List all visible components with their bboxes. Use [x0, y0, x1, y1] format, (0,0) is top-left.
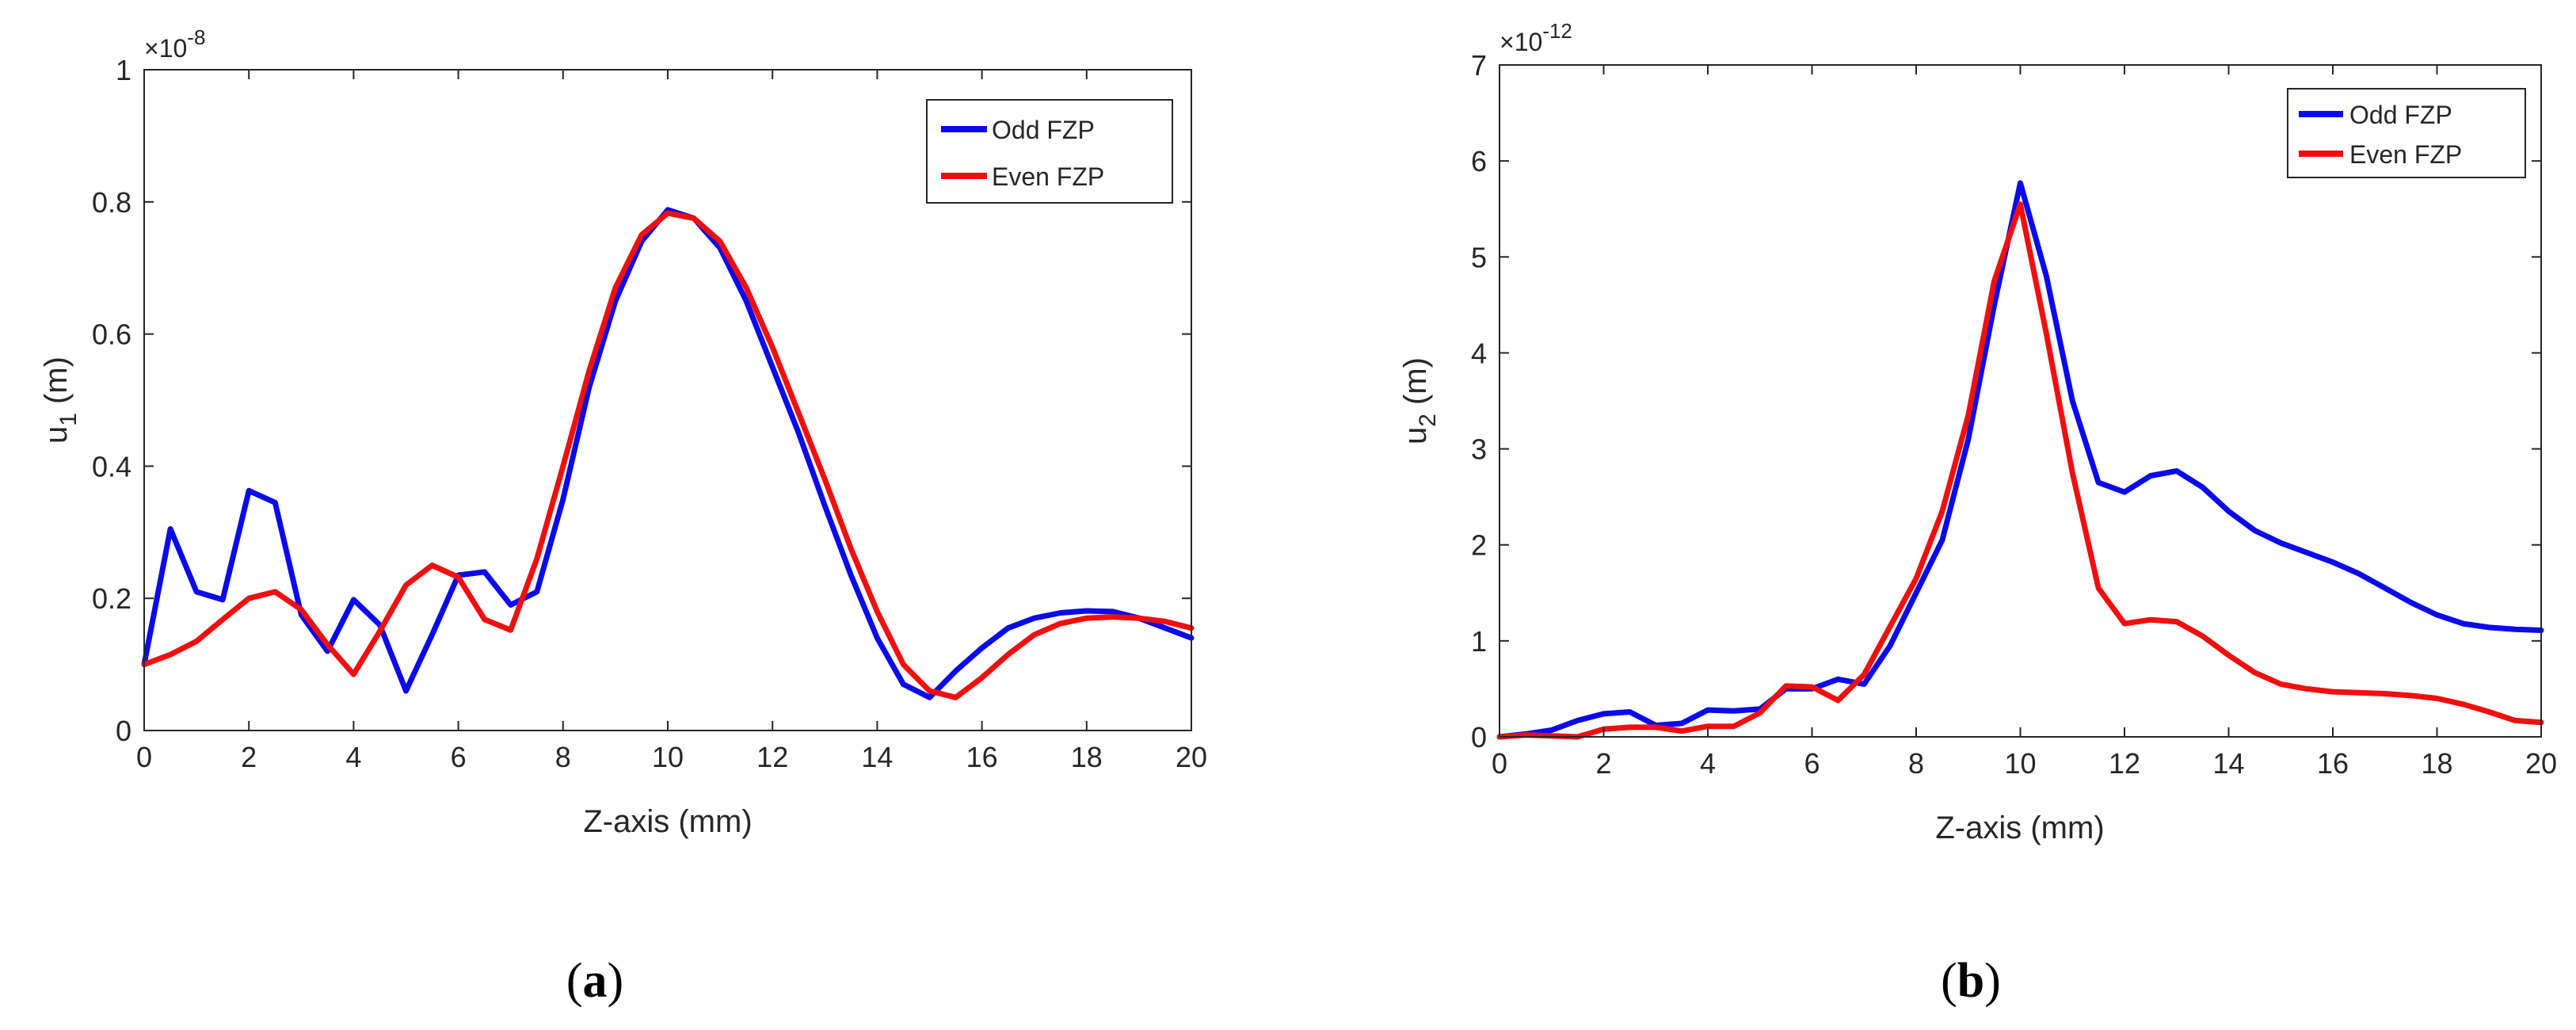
legend-label-odd: Odd FZP — [2349, 101, 2452, 129]
y-tick-label: 1 — [1471, 625, 1487, 658]
x-tick-label: 4 — [1700, 747, 1716, 780]
x-tick-label: 10 — [2004, 747, 2036, 780]
series-line-odd-fzp — [1496, 180, 2544, 740]
x-tick-label: 18 — [2421, 747, 2452, 780]
panel-label-b: (b) — [1941, 954, 2001, 1008]
x-tick-label: 20 — [1176, 741, 1207, 773]
y-tick-label: 0.4 — [92, 450, 131, 483]
x-ticks: 0 2 4 6 8 10 12 14 16 18 20 — [1492, 65, 2557, 780]
y-tick-label: 0 — [1471, 721, 1487, 753]
x-tick-label: 12 — [2109, 747, 2140, 780]
legend: Odd FZP Even FZP — [926, 99, 1173, 204]
x-axis-label: Z-axis (mm) — [583, 804, 752, 839]
x-tick-label: 8 — [1908, 747, 1924, 780]
y-tick-label: 4 — [1471, 337, 1487, 369]
x-tick-label: 2 — [1595, 747, 1611, 780]
x-tick-label: 20 — [2525, 747, 2557, 780]
x-axis-label: Z-axis (mm) — [1935, 811, 2104, 845]
y-tick-label: 6 — [1471, 145, 1487, 177]
legend-box — [2287, 88, 2526, 178]
y-tick-label: 3 — [1471, 433, 1487, 466]
x-tick-label: 12 — [756, 741, 788, 773]
x-tick-label: 6 — [451, 741, 467, 773]
x-tick-label: 10 — [652, 741, 684, 773]
legend-label-even: Even FZP — [992, 162, 1104, 191]
x-tick-label: 4 — [345, 741, 361, 773]
x-tick-label: 16 — [2317, 747, 2349, 780]
y-ticks: 0 1 2 3 4 5 6 7 — [1471, 49, 2541, 753]
x-tick-label: 18 — [1071, 741, 1103, 773]
y-axis-label: u2 (m) — [1398, 357, 1441, 444]
x-tick-label: 14 — [2212, 747, 2244, 780]
legend-box — [926, 99, 1173, 204]
series-line-odd-fzp — [141, 207, 1195, 700]
y-tick-label: 5 — [1471, 241, 1487, 273]
y-tick-label: 7 — [1471, 49, 1487, 82]
y-tick-label: 0.2 — [92, 582, 131, 615]
x-tick-label: 0 — [1492, 747, 1507, 780]
y-tick-label: 0.6 — [92, 319, 131, 351]
x-tick-label: 14 — [861, 741, 893, 773]
y-tick-label: 0.8 — [92, 186, 131, 219]
series-layer — [1496, 180, 2544, 740]
series-line-even-fzp — [141, 210, 1195, 700]
legend-label-even: Even FZP — [2349, 140, 2462, 169]
y-axis-label: u1 (m) — [39, 357, 82, 444]
legend-label-odd: Odd FZP — [992, 116, 1095, 144]
x-tick-label: 0 — [136, 741, 152, 773]
legend: Odd FZP Even FZP — [2287, 88, 2526, 178]
x-tick-label: 16 — [966, 741, 998, 773]
chart-panel-a: 0 2 4 6 8 10 12 14 16 18 20 0 0.2 0.4 0.6 0.8 1 ×10-8 Z… — [39, 25, 1207, 1008]
y-exponent: ×10-8 — [144, 25, 205, 63]
panel-label-a: (a) — [566, 954, 623, 1008]
x-tick-label: 6 — [1804, 747, 1820, 780]
x-ticks: 0 2 4 6 8 10 12 14 16 18 20 — [136, 70, 1207, 773]
y-ticks: 0 0.2 0.4 0.6 0.8 1 — [92, 54, 1191, 747]
y-tick-label: 1 — [116, 54, 131, 86]
y-tick-label: 2 — [1471, 529, 1487, 562]
y-exponent: ×10-12 — [1499, 19, 1572, 56]
series-layer — [141, 207, 1195, 700]
x-tick-label: 8 — [555, 741, 571, 773]
y-tick-label: 0 — [116, 715, 131, 747]
series-line-even-fzp — [1496, 201, 2544, 740]
x-tick-label: 2 — [241, 741, 257, 773]
